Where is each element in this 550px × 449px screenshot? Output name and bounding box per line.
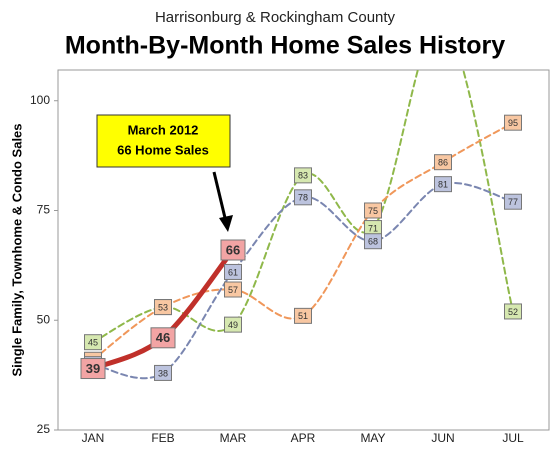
value-label: 81: [438, 180, 448, 190]
value-label: 38: [158, 368, 168, 378]
value-label-box: [84, 334, 102, 351]
plot-frame: [57, 69, 550, 431]
value-label-box: [224, 316, 242, 333]
value-label: 95: [508, 118, 518, 128]
value-label: 83: [298, 171, 308, 181]
value-label-box: [504, 193, 522, 210]
value-label-box: [434, 176, 452, 193]
value-label-box: [224, 281, 242, 298]
x-tick-label: JUL: [502, 431, 524, 445]
y-tick-label: 25: [37, 422, 51, 436]
y-tick-label: 75: [37, 203, 51, 217]
value-label-box: [364, 202, 382, 219]
x-tick-label: MAY: [360, 431, 385, 445]
chart-title: Month-By-Month Home Sales History: [65, 32, 505, 60]
value-label: 53: [158, 302, 168, 312]
value-label-box: [504, 303, 522, 320]
value-label-box: [224, 263, 242, 280]
y-tick-label: 100: [30, 93, 50, 107]
series-line: [92, 181, 514, 380]
annotation-box: [96, 114, 231, 168]
value-label: 49: [228, 320, 238, 330]
x-tick-label: JAN: [82, 431, 105, 445]
value-label: 86: [438, 158, 448, 168]
annotation-text: March 2012: [128, 122, 199, 137]
value-label-box: [434, 154, 452, 171]
value-label: 66: [226, 242, 240, 257]
value-labels: 4553498371524153575175869540386178688177…: [80, 114, 522, 381]
x-tick-label: MAR: [220, 431, 247, 445]
value-label-box: [220, 239, 246, 261]
annotation-text: 66 Home Sales: [117, 142, 209, 157]
x-tick-label: APR: [291, 431, 316, 445]
value-label: 75: [368, 206, 378, 216]
value-label: 52: [508, 307, 518, 317]
value-label-box: [364, 233, 382, 250]
annotation-arrowhead: [219, 215, 233, 232]
x-tick-label: FEB: [151, 431, 174, 445]
value-label: 68: [368, 237, 378, 247]
value-label: 57: [228, 285, 238, 295]
y-axis-label: Single Family, Townhome & Condo Sales: [9, 123, 24, 376]
value-label: 51: [298, 311, 308, 321]
annotation: March 2012 66 Home Sales: [96, 114, 233, 232]
value-label-box: [80, 358, 106, 380]
value-label: 39: [86, 361, 100, 376]
value-label: 78: [298, 193, 308, 203]
value-label-box: [294, 307, 312, 324]
value-label-box: [294, 167, 312, 184]
chart-subtitle: Harrisonburg & Rockingham County: [155, 9, 396, 26]
value-label: 46: [156, 330, 170, 345]
value-label-box: [150, 327, 176, 349]
y-tick-label: 50: [37, 312, 51, 326]
x-tick-label: JUN: [431, 431, 454, 445]
value-label: 77: [508, 197, 518, 207]
value-label: 71: [368, 223, 378, 233]
value-label: 61: [228, 267, 238, 277]
value-label-box: [294, 189, 312, 206]
annotation-arrow: [212, 171, 228, 223]
value-label-box: [504, 114, 522, 131]
value-label-box: [154, 299, 172, 316]
value-label-box: [154, 364, 172, 381]
value-label: 45: [88, 338, 98, 348]
